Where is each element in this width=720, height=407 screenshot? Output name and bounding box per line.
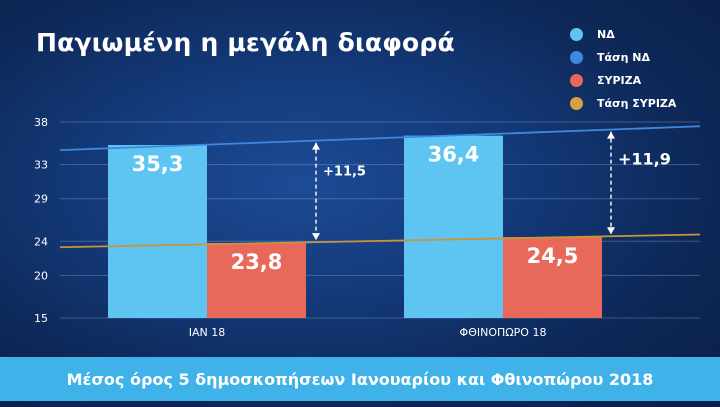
difference-arrowhead-up	[312, 142, 320, 150]
value-label-syriza: 24,5	[527, 244, 579, 268]
difference-arrowhead-down	[607, 227, 615, 235]
y-tick-label: 24	[34, 235, 48, 248]
difference-arrowhead-up	[607, 131, 615, 139]
legend-item-syriza-trend: Τάση ΣΥΡΙΖΑ	[570, 92, 676, 115]
legend-swatch-nd-trend	[570, 51, 583, 64]
legend-label-syriza: ΣΥΡΙΖΑ	[597, 74, 642, 87]
bar-syriza	[207, 243, 306, 318]
bar-syriza	[503, 237, 602, 318]
y-tick-label: 33	[34, 159, 48, 172]
bar-nd	[404, 135, 503, 318]
bar-nd	[108, 145, 207, 318]
legend-swatch-syriza-trend	[570, 97, 583, 110]
value-label-nd: 36,4	[428, 143, 480, 167]
y-tick-label: 29	[34, 193, 48, 206]
legend-label-nd-trend: Τάση ΝΔ	[597, 51, 651, 64]
difference-arrowhead-down	[312, 233, 320, 241]
difference-label: +11,5	[323, 165, 366, 180]
legend-item-syriza: ΣΥΡΙΖΑ	[570, 69, 676, 92]
legend-swatch-nd	[570, 28, 583, 41]
trend-line-nd	[59, 125, 701, 152]
y-tick-label: 20	[34, 269, 48, 282]
y-tick-label: 15	[34, 312, 48, 325]
x-category-label: ΙΑΝ 18	[189, 326, 226, 339]
footer-caption: Μέσος όρος 5 δημοσκοπήσεων Ιανουαρίου κα…	[0, 357, 720, 401]
bar-chart: 15 20 24 29 33 38 35,3 23,8 ΙΑΝ 18 36,4 24,5 ΦΘΙΝΟΠ…	[34, 116, 701, 339]
legend-swatch-syriza	[570, 74, 583, 87]
legend: ΝΔ Τάση ΝΔ ΣΥΡΙΖΑ Τάση ΣΥΡΙΖΑ	[570, 23, 676, 115]
difference-label: +11,9	[618, 150, 671, 169]
legend-label-nd: ΝΔ	[597, 28, 615, 41]
x-category-label: ΦΘΙΝΟΠΩΡΟ 18	[460, 326, 547, 339]
value-label-syriza: 23,8	[231, 250, 283, 274]
legend-item-nd: ΝΔ	[570, 23, 676, 46]
y-tick-label: 38	[34, 116, 48, 129]
value-label-nd: 35,3	[132, 152, 184, 176]
legend-item-nd-trend: Τάση ΝΔ	[570, 46, 676, 69]
legend-label-syriza-trend: Τάση ΣΥΡΙΖΑ	[597, 97, 677, 110]
chart-title: Παγιωμένη η μεγάλη διαφορά	[36, 28, 455, 57]
trend-line-syriza	[59, 233, 701, 249]
